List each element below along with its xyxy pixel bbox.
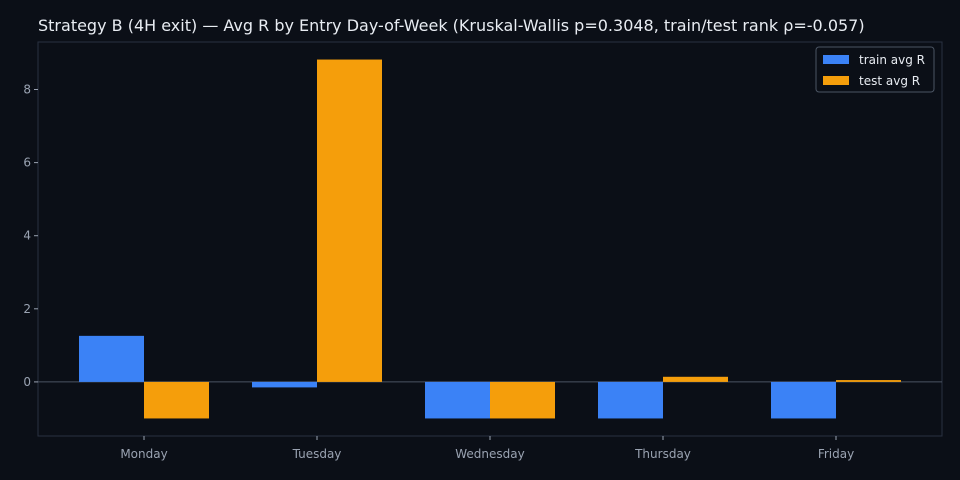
x-tick-label: Thursday bbox=[634, 447, 691, 461]
chart-title: Strategy B (4H exit) — Avg R by Entry Da… bbox=[38, 16, 865, 35]
legend: train avg R test avg R bbox=[815, 46, 935, 93]
bar-train-tuesday bbox=[252, 381, 317, 388]
x-tick-label: Tuesday bbox=[292, 447, 342, 461]
y-tick-label: 8 bbox=[23, 83, 31, 97]
legend-label-test: test avg R bbox=[859, 74, 920, 88]
bar-test-friday bbox=[836, 380, 901, 382]
plot-frame bbox=[37, 41, 943, 437]
y-tick-label: 4 bbox=[23, 229, 31, 243]
bars bbox=[79, 59, 901, 419]
y-tick-label: 0 bbox=[23, 375, 31, 389]
y-tick-label: 2 bbox=[23, 302, 31, 316]
x-tick-label: Wednesday bbox=[455, 447, 524, 461]
bar-test-tuesday bbox=[317, 59, 382, 382]
x-tick-label: Monday bbox=[120, 447, 167, 461]
legend-swatch-test bbox=[823, 76, 849, 85]
bar-train-wednesday bbox=[425, 381, 490, 419]
bar-test-wednesday bbox=[490, 381, 555, 419]
bar-train-monday bbox=[79, 335, 144, 382]
legend-label-train: train avg R bbox=[859, 53, 925, 67]
y-axis: 0 2 4 6 8 bbox=[23, 83, 38, 389]
y-tick-label: 6 bbox=[23, 156, 31, 170]
bar-test-monday bbox=[144, 381, 209, 419]
x-axis: Monday Tuesday Wednesday Thursday Friday bbox=[120, 436, 854, 461]
x-tick-label: Friday bbox=[818, 447, 854, 461]
bar-train-thursday bbox=[598, 381, 663, 419]
legend-swatch-train bbox=[823, 55, 849, 64]
bar-train-friday bbox=[771, 381, 836, 419]
bar-test-thursday bbox=[663, 376, 728, 382]
